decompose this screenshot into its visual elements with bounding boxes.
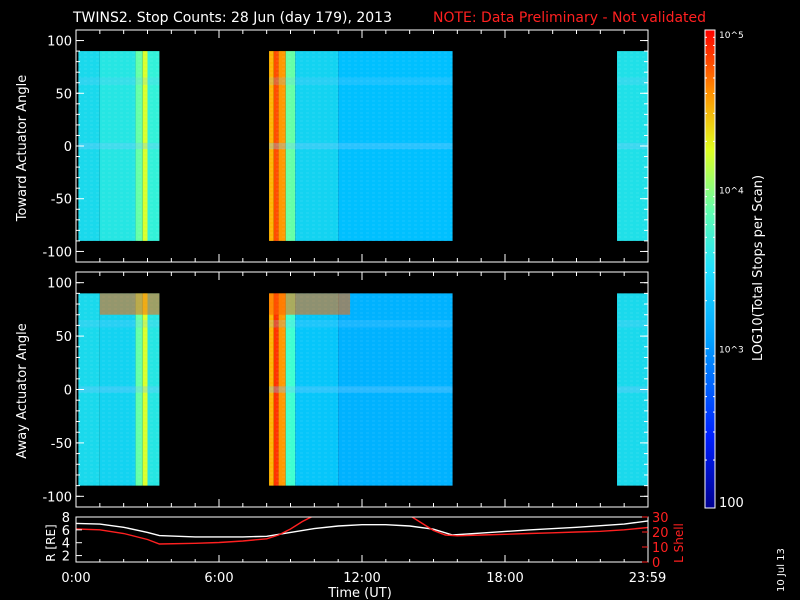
xtick-label: 6:00 [204, 571, 233, 586]
xtick-label: 0:00 [61, 571, 90, 586]
orbit-left-ylabel: R [RE] [44, 524, 58, 561]
colorbar-tick-label: 100 [719, 496, 744, 511]
heatmap-texture [269, 293, 453, 486]
right-ytick-label: 20 [652, 526, 669, 541]
hot-band [269, 293, 351, 315]
chart-title: TWINS2. Stop Counts: 28 Jun (day 179), 2… [72, 10, 392, 26]
left-ytick-label: 4 [62, 537, 70, 552]
ytick-label: 100 [47, 277, 72, 292]
left-ytick-label: 6 [62, 524, 70, 539]
orbit-xlabel: Time (UT) [327, 586, 392, 600]
xtick-label: 12:00 [343, 571, 380, 586]
ytick-label: 0 [64, 140, 72, 155]
ytick-label: -100 [42, 245, 72, 260]
right-ytick-label: 10 [652, 541, 669, 556]
left-ytick-label: 8 [62, 511, 70, 526]
orbit-right-ylabel: L Shell [672, 523, 686, 563]
ytick-label: 50 [55, 330, 72, 345]
colorbar-ticks: 10^5 10^4 10^3 100 [705, 29, 744, 511]
heatmap-texture [78, 293, 160, 486]
lshell-series-line [410, 517, 648, 537]
heatmap-texture [269, 51, 453, 241]
ytick-label: -50 [51, 437, 72, 452]
xtick-label: 18:00 [486, 571, 523, 586]
lshell-series-line [76, 517, 313, 545]
ytick-label: 50 [55, 87, 72, 102]
ytick-label: -100 [42, 490, 72, 505]
hot-band [99, 293, 160, 315]
preliminary-note: NOTE: Data Preliminary - Not validated [433, 10, 706, 26]
ytick-label: 0 [64, 384, 72, 399]
colorbar [704, 29, 716, 509]
toward-ylabel: Toward Actuator Angle [15, 75, 30, 222]
radius-series-line [76, 520, 648, 538]
right-ytick-label: 30 [652, 511, 669, 526]
ytick-label: -50 [51, 193, 72, 208]
away-heatmap-panel: -100 -50 0 50 100 [42, 271, 649, 508]
left-ytick-label: 2 [62, 550, 70, 565]
side-date: 10 Jul 13 [776, 548, 787, 592]
ytick-label: 100 [47, 35, 72, 50]
xtick-label: 23:59 [629, 571, 666, 586]
colorbar-tick-label: 10^5 [719, 31, 744, 41]
away-ylabel: Away Actuator Angle [15, 323, 30, 458]
heatmap-texture [78, 51, 160, 241]
toward-heatmap-panel: -100 -50 0 50 100 [42, 29, 649, 263]
colorbar-label: LOG10(Total Stops per Scan) [751, 175, 766, 361]
colorbar-tick-label: 10^4 [719, 186, 744, 196]
right-ytick-label: 0 [652, 556, 660, 571]
colorbar-tick-label: 10^3 [719, 346, 744, 356]
